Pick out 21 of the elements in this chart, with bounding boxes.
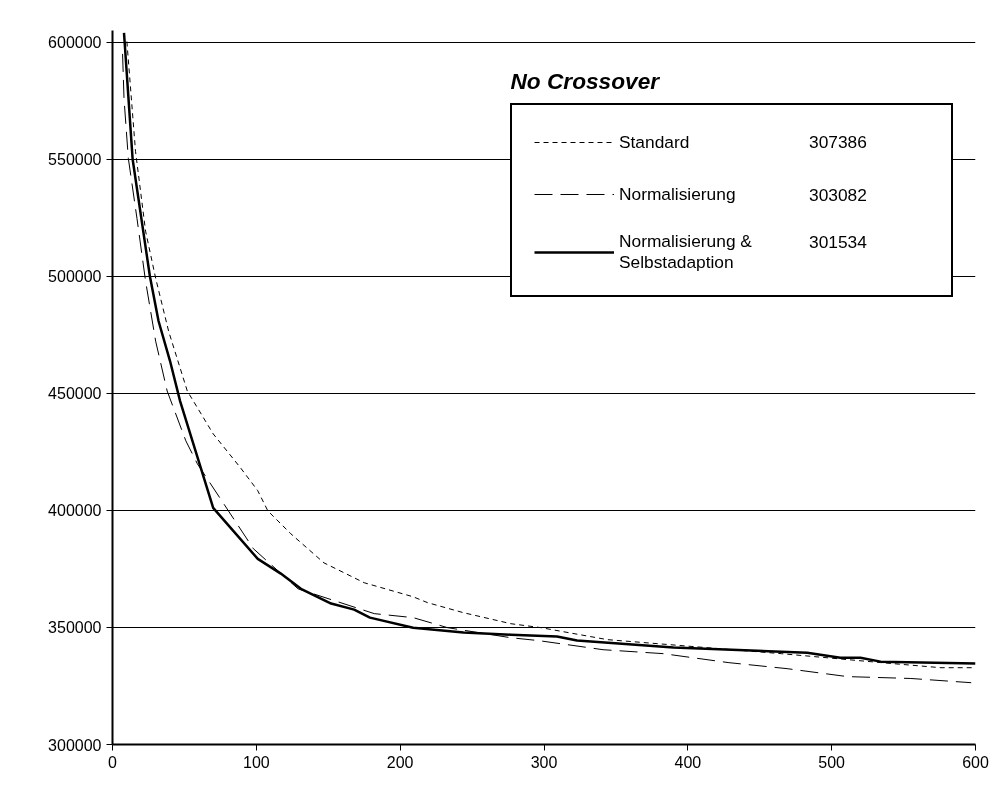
y-tick-label: 600000 xyxy=(48,34,102,52)
y-tick-label: 350000 xyxy=(48,619,102,637)
x-tick-label: 500 xyxy=(818,753,846,771)
legend-label: Normalisierung & Selbstadaption xyxy=(619,231,752,272)
x-tick-label: 600 xyxy=(962,753,989,771)
x-tick-label: 200 xyxy=(386,753,414,771)
x-tick-label: 400 xyxy=(674,753,702,771)
legend-label: Standard xyxy=(619,131,690,152)
x-tick-label: 300 xyxy=(530,753,558,771)
annotation: 301534 xyxy=(809,230,867,254)
annotation: 303082 xyxy=(809,183,867,207)
x-tick-label: 100 xyxy=(242,753,270,771)
y-tick-label: 300000 xyxy=(48,736,102,754)
x-tick-label: 0 xyxy=(108,753,118,771)
y-tick-label: 500000 xyxy=(48,268,102,286)
y-tick-label: 550000 xyxy=(48,151,102,169)
y-tick-label: 400000 xyxy=(48,502,102,520)
legend-label: Normalisierung xyxy=(619,183,736,204)
y-tick-label: 450000 xyxy=(48,385,102,403)
annotation: 307386 xyxy=(809,130,867,154)
text: No Crossover xyxy=(510,67,661,94)
